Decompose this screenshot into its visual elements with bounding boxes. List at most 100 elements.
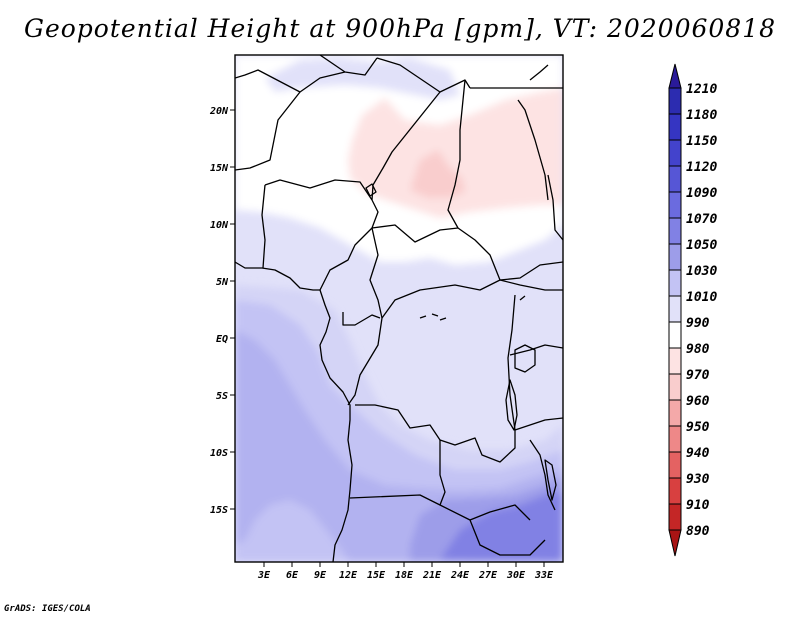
border-car-cameroon xyxy=(369,227,383,319)
border-angola-zambia xyxy=(439,440,471,521)
border-nigeria-cameroon xyxy=(319,199,379,291)
y-axis-labels: 20N 15N 10N 5N EQ 5S 10S 15S xyxy=(209,106,229,516)
colorbar-label: 910 xyxy=(686,498,710,513)
colorbar-label: 960 xyxy=(686,394,710,409)
border-nigeria-niger xyxy=(264,179,373,201)
colorbar-label: 1010 xyxy=(686,290,717,305)
x-tick-label: 3E xyxy=(257,570,271,581)
y-tick-label: 15N xyxy=(210,163,229,174)
colorbar-label: 970 xyxy=(686,368,710,383)
border-niger-chad xyxy=(371,91,441,201)
colorbar-swatch xyxy=(668,347,682,375)
colorbar-label: 1050 xyxy=(686,238,717,253)
x-tick-label: 30E xyxy=(506,570,526,581)
colorbar-top-arrow xyxy=(668,63,682,89)
height-field xyxy=(235,55,563,562)
map-title: Geopotential Height at 900hPa [gpm], VT:… xyxy=(23,14,777,43)
lake-chad xyxy=(365,183,377,197)
x-tick-label: 9E xyxy=(314,570,327,581)
border-drc-east xyxy=(507,294,516,431)
y-tick-label: 10S xyxy=(210,448,228,459)
y-tick-label: 5S xyxy=(216,391,228,402)
colorbar-swatch xyxy=(668,373,682,401)
border-chad-sudan xyxy=(447,79,563,291)
border-ethiopia xyxy=(547,174,563,241)
coastline-central-africa xyxy=(319,289,353,562)
lake-malawi xyxy=(544,459,557,501)
colorbar-swatch xyxy=(668,139,682,167)
colorbar-swatch xyxy=(668,477,682,505)
colorbar-bottom-arrow xyxy=(668,529,682,557)
colorbar-label: 1030 xyxy=(686,264,717,279)
colorbar-label: 1090 xyxy=(686,186,717,201)
colorbar-label: 1150 xyxy=(686,134,717,149)
grads-credit: GrADS: IGES/COLA xyxy=(4,604,91,614)
x-axis-labels: 3E 6E 9E 12E 15E 18E 21E 24E 27E 30E 33E xyxy=(257,570,554,581)
plot-frame xyxy=(234,54,564,563)
x-tick-label: 21E xyxy=(422,570,442,581)
colorbar-label: 1070 xyxy=(686,212,717,227)
border-south-sudan xyxy=(499,261,563,281)
colorbar-swatch xyxy=(668,191,682,219)
x-tick-label: 15E xyxy=(367,570,386,581)
border-zimbabwe xyxy=(469,519,546,556)
coastline-red-sea xyxy=(517,99,549,201)
colorbar-label: 930 xyxy=(686,472,710,487)
colorbar-label: 1210 xyxy=(686,82,717,97)
colorbar-swatch xyxy=(668,243,682,271)
colorbar: 1210 1180 1150 1120 1090 1070 1050 1030 … xyxy=(668,63,717,557)
congo-river-lakes xyxy=(419,295,526,321)
y-tick-label: EQ xyxy=(216,334,228,345)
x-tick-label: 18E xyxy=(395,570,414,581)
field-pink-band xyxy=(348,88,563,218)
y-tick-label: 20N xyxy=(209,106,229,117)
border-zambia-south xyxy=(469,504,531,521)
coastline-west-africa xyxy=(235,261,320,291)
colorbar-label: 940 xyxy=(686,446,710,461)
colorbar-label: 950 xyxy=(686,420,710,435)
borders xyxy=(235,55,563,562)
border-namibia xyxy=(349,494,441,506)
border-libya-algeria xyxy=(319,55,378,76)
colorbar-swatch xyxy=(668,425,682,453)
border-benin-togo xyxy=(261,184,266,269)
colorbar-swatch xyxy=(668,113,682,141)
colorbar-label: 1120 xyxy=(686,160,717,175)
x-tick-label: 33E xyxy=(534,570,554,581)
border-chad-car xyxy=(371,224,459,243)
border-malawi xyxy=(529,439,556,511)
colorbar-label: 990 xyxy=(686,316,710,331)
field-pink-core xyxy=(410,150,465,198)
border-tanzania xyxy=(514,417,563,431)
colorbar-swatch xyxy=(668,87,682,115)
border-uganda-kenya xyxy=(509,344,563,356)
colorbar-swatch xyxy=(668,269,682,297)
colorbar-swatch xyxy=(668,399,682,427)
coastline-sinai xyxy=(529,64,549,81)
y-tick-label: 5N xyxy=(216,277,229,288)
border-congo-gabon xyxy=(342,312,381,326)
lake-tanganyika xyxy=(505,379,518,431)
colorbar-swatch xyxy=(668,295,682,323)
y-tick-label: 15S xyxy=(210,505,228,516)
colorbar-swatch xyxy=(668,451,682,479)
x-tick-label: 27E xyxy=(478,570,498,581)
y-tick-label: 10N xyxy=(210,220,229,231)
border-algeria-niger xyxy=(235,69,346,93)
border-mali-niger xyxy=(235,91,301,171)
border-drc-angola xyxy=(355,404,516,463)
x-tick-label: 6E xyxy=(286,570,299,581)
colorbar-label: 980 xyxy=(686,342,710,357)
lake-victoria xyxy=(514,344,536,373)
x-tick-label: 24E xyxy=(450,570,470,581)
colorbar-swatch xyxy=(668,321,682,349)
colorbar-swatch xyxy=(668,503,682,531)
field-lav-north xyxy=(265,58,460,100)
axis-ticks xyxy=(230,109,545,567)
colorbar-label: 890 xyxy=(686,524,710,539)
colorbar-label: 1180 xyxy=(686,108,717,123)
border-congo-drc xyxy=(347,317,383,406)
border-car-drc xyxy=(381,279,501,319)
x-tick-label: 12E xyxy=(339,570,358,581)
